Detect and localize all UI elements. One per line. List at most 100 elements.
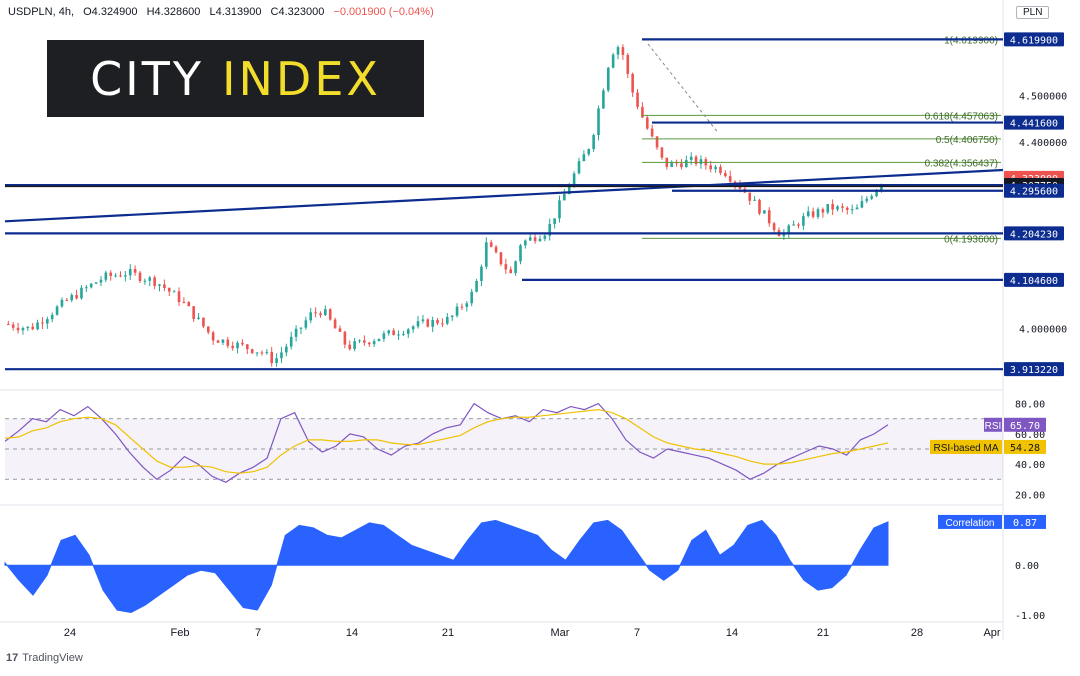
candle-body <box>246 344 249 350</box>
candle-body <box>309 312 313 321</box>
price-tick-label: 4.000000 <box>1019 325 1067 336</box>
candle-body <box>748 192 752 201</box>
candle-body <box>558 200 561 219</box>
symbol-label[interactable]: USDPLN, 4h, <box>8 6 75 18</box>
candle-body <box>324 309 327 316</box>
rsi-tick-label: 80.00 <box>1015 400 1045 411</box>
candle-body <box>377 338 381 342</box>
candle-body <box>826 204 830 213</box>
candle-body <box>714 166 717 170</box>
candle-body <box>655 136 659 148</box>
candle-body <box>728 176 732 182</box>
candle-body <box>153 277 156 286</box>
candle-body <box>119 275 122 277</box>
candle-body <box>192 306 195 319</box>
symbol-header: USDPLN, 4h, O4.324900 H4.328600 L4.31390… <box>8 6 440 18</box>
candle-body <box>875 189 878 197</box>
rsi-ma-line <box>4 408 889 474</box>
fib-level-label: 0.618(4.457063) <box>925 111 998 122</box>
candle-body <box>436 319 439 324</box>
time-tick-label: 14 <box>726 627 738 639</box>
candle-body <box>250 349 254 354</box>
candle-body <box>55 306 59 315</box>
candle-body <box>519 245 522 262</box>
candle-body <box>616 47 620 55</box>
rsi-value-badge <box>1004 417 1046 432</box>
price-level-badge <box>1004 226 1064 241</box>
candle-body <box>124 275 127 277</box>
candle-body <box>441 323 444 325</box>
candle-body <box>163 284 166 289</box>
candle-body <box>806 211 810 217</box>
time-tick-label: 21 <box>817 627 829 639</box>
candle-body <box>485 242 488 267</box>
change-value: −0.001900 (−0.04%) <box>333 6 434 18</box>
candle-body <box>499 252 503 265</box>
currency-badge[interactable]: PLN <box>1016 6 1050 19</box>
candle-body <box>367 342 371 345</box>
price-level-badge <box>1004 183 1064 198</box>
candle-body <box>421 319 425 322</box>
candle-body <box>426 319 430 327</box>
candle-body <box>348 344 352 350</box>
candle-body <box>587 149 591 155</box>
fib-level-label: 0.382(4.356437) <box>925 158 998 169</box>
candle-body <box>631 73 634 93</box>
high-value: H4.328600 <box>146 6 201 18</box>
candle-body <box>480 266 483 281</box>
candle-body <box>382 333 386 339</box>
candle-body <box>460 306 464 308</box>
rsi-tick-label: 40.00 <box>1015 460 1045 471</box>
time-tick-label: 7 <box>634 627 640 639</box>
candle-body <box>802 216 805 226</box>
candle-body <box>528 237 532 241</box>
candle-body <box>21 328 25 331</box>
candle-body <box>563 194 566 201</box>
candle-body <box>41 322 44 324</box>
time-tick-label: Mar <box>551 627 570 639</box>
candle-body <box>114 275 117 277</box>
rsi-tick-label: 20.00 <box>1015 490 1045 501</box>
candle-body <box>197 317 200 319</box>
candle-body <box>680 163 683 168</box>
city-index-logo: CITY INDEX <box>47 40 424 117</box>
rsi-ma-value-label: 54.28 <box>1010 443 1040 454</box>
candle-body <box>392 330 395 336</box>
candle-body <box>446 317 449 324</box>
candle-body <box>187 302 191 307</box>
candle-body <box>533 237 537 242</box>
candle-body <box>353 341 356 350</box>
candle-body <box>285 346 288 353</box>
candle-body <box>36 322 39 330</box>
candle-body <box>538 238 542 242</box>
candle-body <box>241 342 244 345</box>
candle-body <box>416 321 420 327</box>
candle-body <box>11 324 15 328</box>
price-level-label: 4.295600 <box>1010 187 1058 198</box>
time-tick-label: Feb <box>171 627 190 639</box>
candle-body <box>543 235 547 239</box>
candle-body <box>89 283 93 288</box>
candle-body <box>621 47 625 55</box>
candle-body <box>475 280 478 292</box>
candle-body <box>816 209 820 217</box>
candle-body <box>577 161 581 174</box>
candle-body <box>85 287 88 289</box>
correlation-legend-name: Correlation <box>946 518 995 529</box>
candle-body <box>402 333 405 335</box>
tradingview-label: TradingView <box>22 652 83 664</box>
candle-body <box>397 334 400 336</box>
candle-body <box>689 156 693 160</box>
correlation-legend-badge <box>938 514 1002 529</box>
candle-body <box>333 319 337 329</box>
candle-body <box>514 261 517 274</box>
candle-body <box>660 147 664 158</box>
rsi-value-label: 65.70 <box>1010 421 1040 432</box>
candle-body <box>255 352 259 354</box>
candle-body <box>606 67 610 91</box>
time-tick-label: 21 <box>442 627 454 639</box>
rsi-line <box>4 402 889 483</box>
candle-body <box>143 280 147 282</box>
candle-body <box>797 224 800 226</box>
